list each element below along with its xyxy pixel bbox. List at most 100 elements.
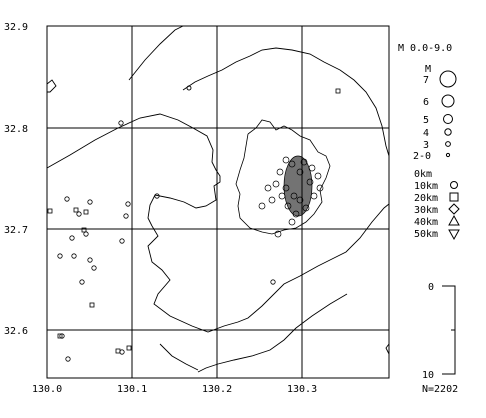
epicenter-marker <box>288 218 296 226</box>
epicenter-marker <box>282 184 290 192</box>
event-circle <box>65 356 71 362</box>
event-circle <box>125 201 131 207</box>
depth-label: 30km <box>414 205 438 216</box>
epicenter-marker <box>308 164 316 172</box>
event-circle <box>154 193 160 199</box>
epicenter-marker <box>292 210 300 218</box>
epicenter-marker <box>272 180 280 188</box>
event-circle <box>71 253 77 259</box>
event-circle <box>79 279 85 285</box>
depth-scale-top-label: 0 <box>428 282 434 293</box>
depth-label: 40km <box>414 217 438 228</box>
coastline <box>46 25 390 373</box>
depth-scale-bottom-label: 10 <box>422 370 434 381</box>
epicenter-marker <box>274 230 282 238</box>
epicenter-marker <box>296 168 304 176</box>
epicenter-marker <box>282 156 290 164</box>
magnitude-label: 5 <box>423 115 429 126</box>
coastline-island-rim <box>147 203 390 333</box>
event-circle <box>270 279 276 285</box>
coastline-east-edge <box>385 343 390 355</box>
coastline-upper-west <box>46 113 221 227</box>
magnitude-label: 3 <box>423 140 429 151</box>
lat-label: 32.6 <box>4 326 28 337</box>
epicenter-marker <box>268 196 276 204</box>
event-circle <box>64 196 70 202</box>
epicenter-marker <box>278 192 286 200</box>
magnitude-label: 7 <box>423 75 429 86</box>
epicenter-cluster <box>258 155 324 238</box>
event-square <box>47 208 53 214</box>
event-circle <box>119 349 125 355</box>
depth-label: 50km <box>414 229 438 240</box>
depth-circle-icon <box>450 181 458 189</box>
magnitude-label: 4 <box>423 128 429 139</box>
coastline-southeast <box>197 293 348 373</box>
epicenter-marker <box>290 192 298 200</box>
magnitude-label: 6 <box>423 97 429 108</box>
coastline-islet <box>186 85 192 91</box>
epicenter-marker <box>306 178 314 186</box>
magnitude-range-title: M 0.0-9.0 <box>398 43 452 54</box>
event-square <box>81 227 87 233</box>
magnitude-header: M <box>425 64 431 75</box>
lat-label: 32.8 <box>4 124 28 135</box>
depth-label: 10km <box>414 181 438 192</box>
depth-legend: 0km 10km 20km 30km 40km 50km <box>414 169 460 241</box>
event-square <box>83 209 89 215</box>
magnitude-symbol <box>441 94 455 108</box>
epicenter-marker <box>316 184 324 192</box>
lon-label: 130.2 <box>202 384 232 395</box>
event-circle <box>118 120 124 126</box>
caldera-rim <box>235 119 331 235</box>
epicenter-marker <box>296 196 304 204</box>
event-circle <box>91 265 97 271</box>
epicenter-marker <box>300 158 308 166</box>
map-border <box>46 25 390 379</box>
depth-triangle-up-icon <box>448 214 460 226</box>
map-panel <box>46 25 390 379</box>
western-events <box>47 88 341 362</box>
depth-scale: 0 10 <box>422 282 456 381</box>
depth-label: 0km <box>414 169 432 180</box>
depth-triangle-down-icon <box>448 229 460 241</box>
event-square <box>335 88 341 94</box>
event-count: N=2202 <box>422 384 458 395</box>
lat-label: 32.7 <box>4 225 28 236</box>
event-square <box>89 302 95 308</box>
event-circle <box>83 231 89 237</box>
event-circle <box>76 211 82 217</box>
coastline-west-edge <box>46 79 57 93</box>
coastline-northeast <box>182 47 390 157</box>
event-square <box>115 348 121 354</box>
event-circle <box>69 235 75 241</box>
coastline-southwest <box>159 343 199 371</box>
epicenter-marker <box>276 168 284 176</box>
event-circle <box>119 238 125 244</box>
depth-diamond-icon <box>448 203 460 215</box>
event-square <box>57 333 63 339</box>
magnitude-symbol <box>445 141 451 147</box>
magnitude-symbol <box>444 128 452 136</box>
epicenter-marker <box>302 204 310 212</box>
depth-label: 20km <box>414 193 438 204</box>
event-circle <box>87 257 93 263</box>
epicenter-marker <box>314 172 322 180</box>
magnitude-symbol <box>445 152 451 158</box>
lat-label: 32.9 <box>4 22 28 33</box>
event-circle <box>57 253 63 259</box>
event-square <box>73 207 79 213</box>
longitude-labels: 130.0 130.1 130.2 130.3 <box>32 384 317 395</box>
magnitude-legend: M 0.0-9.0 M 7 6 5 4 3 2-0 <box>398 43 457 162</box>
event-circle <box>87 199 93 205</box>
lon-label: 130.3 <box>287 384 317 395</box>
latitude-labels: 32.9 32.8 32.7 32.6 <box>4 22 28 337</box>
lon-label: 130.0 <box>32 384 62 395</box>
epicenter-marker <box>284 202 292 210</box>
depth-square-icon <box>449 192 459 202</box>
coastline-north-peninsula <box>128 25 184 81</box>
event-square <box>126 345 132 351</box>
lon-label: 130.1 <box>117 384 147 395</box>
epicenter-marker <box>258 202 266 210</box>
